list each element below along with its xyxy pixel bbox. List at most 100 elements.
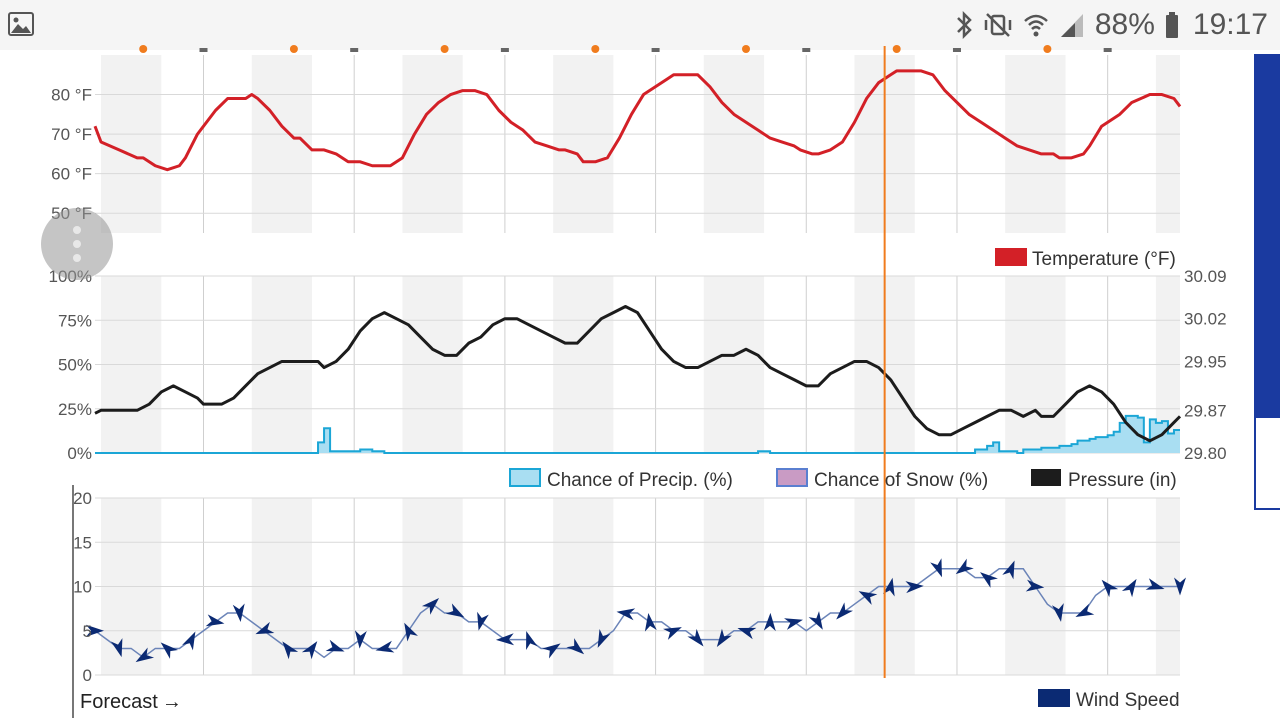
moon-marker [350, 48, 359, 52]
wind-arrow [404, 622, 418, 642]
wind-arrow-head [205, 614, 225, 627]
wind-arrow-head [687, 628, 704, 647]
wind-arrow [495, 633, 515, 646]
moon-marker [500, 48, 509, 52]
image-icon [8, 12, 34, 36]
sun-marker [289, 45, 298, 53]
pressure-tick-label: 29.80 [1184, 444, 1227, 463]
wind-arrow [882, 577, 895, 597]
wind-arrow-head [980, 572, 998, 588]
wind-arrow-head [930, 558, 942, 578]
wind-arrow-head [1121, 578, 1137, 598]
wind-arrow [526, 631, 538, 651]
wind-arrow [375, 640, 395, 653]
wind-arrow [663, 627, 682, 640]
wind-tick-label: 0 [83, 666, 92, 685]
wind-arrow-head [232, 603, 245, 623]
wind-tick-label: 5 [83, 622, 92, 641]
sun-marker [892, 45, 901, 53]
precip-tick-label: 50% [58, 356, 92, 375]
wind-arrow [1145, 578, 1165, 590]
snow-legend-label: Chance of Snow (%) [814, 470, 988, 491]
wind-arrow [282, 641, 299, 660]
wind-arrow [160, 642, 179, 659]
wind-arrow [905, 581, 924, 594]
wind-arrow-head [597, 628, 611, 648]
more-icon-dot [73, 254, 81, 262]
sun-marker [591, 45, 600, 53]
side-panel-fill [1256, 56, 1280, 418]
more-options-button[interactable] [41, 208, 113, 280]
wind-arrow-head [477, 611, 489, 631]
wind-arrow [301, 641, 318, 660]
wind-tick-label: 20 [73, 489, 92, 508]
wind-arrow-head [1101, 579, 1119, 598]
wind-arrow-head [255, 621, 275, 635]
wind-arrow-head [737, 627, 757, 640]
wind-arrow-head [495, 633, 515, 646]
night-band [1155, 55, 1180, 233]
wind-arrow [980, 572, 998, 588]
moon-marker [952, 48, 961, 52]
pressure-legend-swatch [1031, 469, 1061, 486]
wind-arrow-head [1025, 579, 1045, 592]
battery-percent: 88% [1094, 8, 1155, 41]
forecast-link[interactable]: Forecast → [80, 691, 182, 714]
more-icon-dot [73, 226, 81, 234]
night-band [101, 55, 162, 233]
wind-arrow [763, 612, 776, 632]
temperature-line [93, 69, 1182, 172]
wind-arrow [477, 611, 489, 631]
wind-arrow-head [301, 641, 318, 660]
wind-legend-label: Wind Speed [1076, 690, 1180, 711]
wind-arrow-head [135, 647, 155, 663]
wind-arrow [1174, 577, 1186, 596]
wind-arrow-head [404, 622, 418, 642]
chart-marks [86, 45, 1186, 707]
wind-arrow-head [1075, 603, 1095, 617]
wind-arrow-head [182, 631, 196, 651]
precip-tick-label: 25% [58, 400, 92, 419]
wind-arrow [110, 638, 123, 658]
wind-arrow-head [325, 639, 345, 652]
wind-arrow-head [882, 577, 895, 597]
wind-arrow [616, 608, 636, 621]
wind-tick-label: 15 [73, 533, 92, 552]
wind-arrow [542, 643, 561, 659]
wind-arrow [930, 558, 942, 578]
night-band [703, 55, 765, 233]
arrow-right-icon: → [161, 691, 182, 713]
wind-arrow [86, 624, 104, 637]
wind-arrow [421, 597, 440, 615]
wind-arrow [687, 628, 704, 647]
sun-marker [440, 45, 449, 53]
wind-arrow [354, 630, 367, 649]
wind-arrow-head [616, 608, 636, 621]
wind-arrow-head [1051, 603, 1064, 622]
wind-arrow [784, 618, 803, 630]
temperature-legend-swatch [995, 248, 1027, 266]
wind-arrow [808, 611, 823, 630]
wind-legend-swatch [1038, 689, 1070, 707]
wind-arrow-head [160, 642, 179, 659]
wind-arrow-head [110, 638, 123, 658]
side-panel[interactable] [1254, 54, 1280, 510]
wind-arrow [597, 628, 611, 648]
pressure-tick-label: 29.95 [1184, 352, 1227, 371]
bluetooth-icon [956, 11, 972, 39]
wind-arrow [716, 628, 732, 648]
wind-arrow-head [421, 597, 440, 615]
wind-arrow-head [905, 581, 924, 594]
sun-marker [139, 45, 148, 53]
wind-arrow [1025, 579, 1045, 592]
cell-signal-icon [1060, 14, 1083, 37]
wind-arrow-head [808, 611, 823, 630]
sun-marker [1043, 45, 1052, 53]
precip-tick-label: 75% [58, 311, 92, 330]
pressure-tick-label: 29.87 [1184, 401, 1227, 420]
wind-arrow [1121, 578, 1137, 598]
precip-legend-swatch [509, 468, 541, 487]
pressure-tick-label: 30.02 [1184, 310, 1227, 329]
wind-arrow-head [836, 602, 854, 620]
